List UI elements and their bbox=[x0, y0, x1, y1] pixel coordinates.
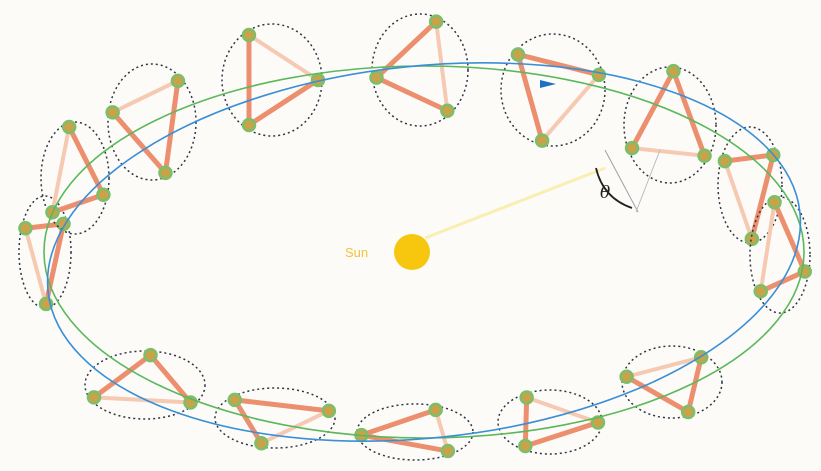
triangle-node bbox=[753, 284, 768, 299]
triangle-stations bbox=[18, 13, 813, 461]
triangle-node bbox=[96, 187, 111, 202]
triangle-node bbox=[428, 14, 444, 29]
triangle-edge bbox=[540, 72, 601, 143]
triangle-node bbox=[86, 390, 102, 405]
triangle-edge bbox=[162, 78, 181, 176]
triangle-station bbox=[717, 126, 783, 247]
triangle-node bbox=[241, 27, 257, 43]
triangle-edge bbox=[110, 109, 168, 176]
triangle-edge bbox=[758, 200, 777, 294]
triangle-edge bbox=[246, 32, 320, 82]
triangle-station bbox=[84, 347, 206, 420]
triangle-station bbox=[40, 119, 111, 235]
triangle-edge bbox=[358, 407, 439, 438]
triangle-edge bbox=[522, 395, 530, 449]
triangle-station bbox=[221, 23, 326, 137]
triangle-node bbox=[440, 443, 456, 459]
triangle-node bbox=[254, 435, 269, 451]
triangle-node bbox=[519, 390, 534, 405]
triangle-edge bbox=[524, 395, 600, 425]
triangle-station bbox=[497, 389, 606, 455]
orbit-direction-arrow bbox=[540, 80, 556, 88]
tangent-line bbox=[604, 149, 639, 213]
triangle-node bbox=[697, 148, 712, 163]
triangle-edge bbox=[772, 199, 808, 275]
reference-line bbox=[635, 149, 661, 213]
triangle-edge bbox=[624, 374, 691, 415]
triangle-node bbox=[241, 117, 257, 133]
dotted-circle bbox=[749, 196, 811, 314]
dotted-circle bbox=[356, 403, 474, 461]
triangle-edge bbox=[358, 432, 451, 454]
triangle-edge bbox=[670, 68, 708, 159]
triangle-node bbox=[105, 105, 120, 120]
triangle-node bbox=[321, 403, 337, 419]
triangle-edge bbox=[43, 221, 66, 307]
triangle-station bbox=[500, 33, 607, 148]
triangle-node bbox=[767, 194, 782, 210]
dotted-circle bbox=[717, 126, 783, 244]
triangle-edge bbox=[749, 152, 776, 242]
triangle-edge bbox=[23, 226, 49, 306]
triangle-edge bbox=[232, 397, 264, 446]
triangle-edge bbox=[522, 419, 601, 449]
triangle-edge bbox=[91, 395, 193, 405]
triangle-node bbox=[666, 63, 681, 79]
triangle-edge bbox=[148, 352, 194, 405]
triangle-edge bbox=[49, 192, 106, 215]
triangle-edge bbox=[373, 75, 450, 114]
triangle-edge bbox=[246, 77, 321, 128]
triangle-edge bbox=[685, 354, 704, 415]
triangle-node bbox=[18, 220, 33, 236]
angle-label: θ bbox=[600, 183, 610, 203]
triangle-node bbox=[143, 347, 158, 363]
triangle-node bbox=[744, 231, 760, 247]
sun-label: Sun bbox=[345, 245, 368, 260]
triangle-node bbox=[680, 404, 696, 420]
triangle-node bbox=[158, 165, 173, 181]
triangle-edge bbox=[722, 159, 754, 241]
triangle-node bbox=[428, 402, 443, 418]
triangle-station bbox=[18, 195, 72, 312]
triangle-node bbox=[61, 119, 77, 135]
triangle-edge bbox=[629, 68, 676, 151]
triangle-node bbox=[518, 438, 533, 454]
triangle-edge bbox=[91, 352, 154, 400]
inner-orbit-blue bbox=[46, 62, 802, 442]
triangle-edge bbox=[373, 19, 439, 81]
triangle-edge bbox=[50, 124, 72, 215]
triangle-node bbox=[624, 140, 640, 156]
triangle-node bbox=[510, 47, 526, 62]
triangle-edge bbox=[232, 397, 332, 414]
dotted-circle bbox=[371, 13, 469, 127]
triangle-node bbox=[227, 392, 243, 408]
triangle-node bbox=[170, 73, 186, 89]
triangle-edge bbox=[110, 78, 180, 115]
triangle-edge bbox=[630, 146, 707, 158]
triangle-node bbox=[590, 415, 606, 430]
triangle-node bbox=[440, 103, 455, 118]
sun-circle bbox=[394, 234, 430, 270]
triangle-station bbox=[105, 63, 197, 181]
triangle-node bbox=[619, 369, 634, 385]
angle-arc bbox=[595, 167, 633, 209]
triangle-edge bbox=[66, 124, 106, 198]
triangle-node bbox=[369, 70, 384, 85]
triangle-station bbox=[214, 387, 337, 451]
triangle-station bbox=[623, 63, 717, 184]
sun-ray-line bbox=[424, 166, 606, 240]
dotted-circle bbox=[500, 33, 606, 147]
triangle-edge bbox=[515, 51, 602, 78]
triangle-node bbox=[534, 133, 550, 148]
triangle-station bbox=[369, 13, 469, 127]
triangle-edge bbox=[722, 152, 776, 164]
dotted-circle bbox=[40, 121, 110, 235]
triangle-edge bbox=[515, 51, 545, 144]
triangle-node bbox=[717, 153, 733, 169]
triangle-edge bbox=[624, 355, 704, 379]
triangle-node bbox=[591, 67, 607, 83]
dotted-circle bbox=[214, 387, 336, 449]
